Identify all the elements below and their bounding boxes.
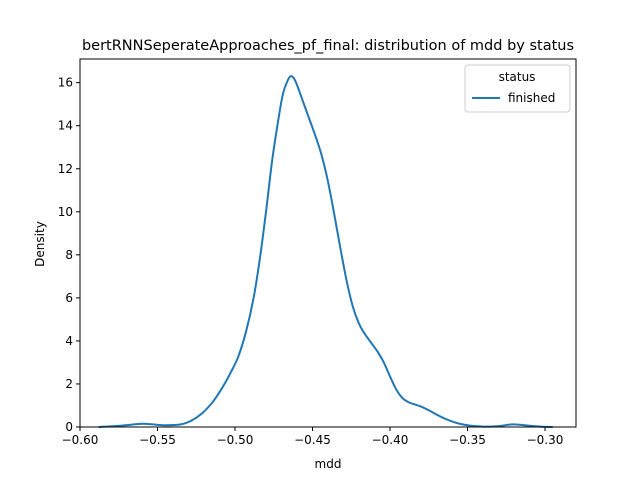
x-tick-label: −0.60: [62, 433, 99, 447]
y-tick-label: 6: [65, 291, 73, 305]
x-tick-label: −0.35: [449, 433, 486, 447]
chart-title: bertRNNSeperateApproaches_pf_final: dist…: [82, 38, 574, 54]
y-tick-label: 12: [58, 162, 73, 176]
y-tick-label: 10: [58, 205, 73, 219]
x-tick-label: −0.50: [217, 433, 254, 447]
y-tick-label: 0: [65, 420, 73, 434]
x-axis-label: mdd: [315, 457, 342, 471]
legend-label-finished: finished: [508, 91, 555, 105]
y-axis-label: Density: [33, 221, 47, 267]
y-tick-label: 8: [65, 248, 73, 262]
legend-title: status: [499, 70, 536, 84]
y-tick-label: 2: [65, 377, 73, 391]
x-tick-label: −0.45: [294, 433, 331, 447]
x-tick-label: −0.30: [527, 433, 564, 447]
y-tick-label: 4: [65, 334, 73, 348]
y-tick-label: 14: [58, 119, 73, 133]
x-tick-label: −0.40: [372, 433, 409, 447]
y-tick-label: 16: [58, 76, 73, 90]
legend: status finished: [465, 65, 570, 112]
x-tick-label: −0.55: [139, 433, 176, 447]
